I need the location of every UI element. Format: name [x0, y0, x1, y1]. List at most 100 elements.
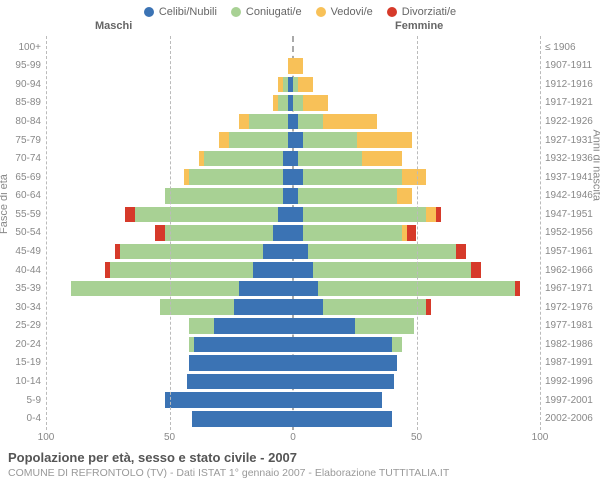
male-header: Maschi: [95, 20, 132, 32]
bar-segment: [456, 244, 466, 260]
birth-year-label: 1957-1961: [540, 246, 593, 257]
bar-segment: [357, 132, 411, 148]
legend-swatch: [387, 7, 397, 17]
age-row: 60-641942-1946: [46, 186, 540, 205]
x-tick: 100: [38, 432, 55, 443]
bar-segment: [239, 281, 293, 297]
age-row: 100+≤ 1906: [46, 38, 540, 57]
age-row: 15-191987-1991: [46, 354, 540, 373]
gridline: [540, 36, 541, 430]
bar-segment: [298, 151, 362, 167]
legend: Celibi/Nubili Coniugati/e Vedovi/e Divorzia…: [0, 0, 600, 20]
bar-segment: [323, 299, 427, 315]
birth-year-label: 1992-1996: [540, 376, 593, 387]
legend-label: Celibi/Nubili: [159, 6, 217, 18]
x-tick: 50: [411, 432, 422, 443]
age-label: 20-24: [15, 339, 46, 350]
bar-segment: [392, 337, 402, 353]
age-row: 10-141992-1996: [46, 372, 540, 391]
age-label: 0-4: [27, 413, 46, 424]
gridline: [417, 36, 418, 430]
age-label: 35-39: [15, 283, 46, 294]
legend-label: Vedovi/e: [331, 6, 373, 18]
bar-segment: [204, 151, 283, 167]
age-label: 30-34: [15, 302, 46, 313]
bar-segment: [283, 151, 293, 167]
bar-segment: [135, 207, 278, 223]
population-pyramid-chart: Celibi/Nubili Coniugati/e Vedovi/e Divorzia…: [0, 0, 600, 500]
legend-label: Coniugati/e: [246, 6, 302, 18]
birth-year-label: 1952-1956: [540, 227, 593, 238]
bar-segment: [234, 299, 293, 315]
bar-segment: [189, 169, 283, 185]
bar-segment: [293, 225, 303, 241]
age-row: 70-741932-1936: [46, 149, 540, 168]
gridline: [170, 36, 171, 430]
age-label: 45-49: [15, 246, 46, 257]
bar-segment: [323, 114, 377, 130]
x-axis: 10050050100: [46, 430, 540, 446]
birth-year-label: 1987-1991: [540, 357, 593, 368]
bar-segment: [165, 392, 293, 408]
age-label: 55-59: [15, 209, 46, 220]
bar-segment: [293, 132, 303, 148]
age-row: 25-291977-1981: [46, 317, 540, 336]
plot-area: 0-42002-20065-91997-200110-141992-199615…: [46, 36, 540, 430]
bar-segment: [471, 262, 481, 278]
y-axis-left-title: Fasce di età: [0, 174, 10, 234]
age-label: 85-89: [15, 97, 46, 108]
age-label: 90-94: [15, 79, 46, 90]
age-row: 95-991907-1911: [46, 56, 540, 75]
age-row: 55-591947-1951: [46, 205, 540, 224]
bar-segment: [293, 169, 303, 185]
gridline: [46, 36, 47, 430]
chart-subtitle: COMUNE DI REFRONTOLO (TV) - Dati ISTAT 1…: [8, 465, 592, 479]
birth-year-label: 1972-1976: [540, 302, 593, 313]
birth-year-label: 1937-1941: [540, 172, 593, 183]
bar-segment: [293, 244, 308, 260]
column-headers: Maschi Femmine: [0, 20, 600, 36]
bar-segment: [298, 77, 313, 93]
age-label: 65-69: [15, 172, 46, 183]
bar-segment: [192, 411, 293, 427]
age-row: 40-441962-1966: [46, 261, 540, 280]
bar-segment: [278, 95, 288, 111]
birth-year-label: 2002-2006: [540, 413, 593, 424]
bar-segment: [436, 207, 441, 223]
bar-segment: [125, 207, 135, 223]
legend-item: Celibi/Nubili: [144, 6, 217, 18]
bar-segment: [293, 318, 355, 334]
bar-segment: [293, 355, 397, 371]
bar-segment: [187, 374, 293, 390]
bar-segment: [303, 225, 402, 241]
bar-segment: [293, 337, 392, 353]
bar-segment: [397, 188, 412, 204]
bar-segment: [298, 188, 397, 204]
bar-segment: [293, 262, 313, 278]
age-row: 45-491957-1961: [46, 242, 540, 261]
legend-item: Coniugati/e: [231, 6, 302, 18]
age-row: 50-541952-1956: [46, 224, 540, 243]
bar-segment: [303, 95, 328, 111]
bar-segment: [263, 244, 293, 260]
age-label: 15-19: [15, 357, 46, 368]
bar-segment: [71, 281, 239, 297]
age-row: 65-691937-1941: [46, 168, 540, 187]
age-label: 95-99: [15, 60, 46, 71]
bar-segment: [293, 95, 303, 111]
birth-year-label: 1927-1931: [540, 135, 593, 146]
bar-segment: [298, 114, 323, 130]
legend-item: Divorziati/e: [387, 6, 456, 18]
age-row: 85-891917-1921: [46, 94, 540, 113]
bar-segment: [426, 207, 436, 223]
age-label: 70-74: [15, 153, 46, 164]
footer: Popolazione per età, sesso e stato civil…: [0, 446, 600, 479]
age-label: 60-64: [15, 190, 46, 201]
female-header: Femmine: [395, 20, 443, 32]
age-row: 35-391967-1971: [46, 279, 540, 298]
birth-year-label: 1912-1916: [540, 79, 593, 90]
bar-segment: [283, 188, 293, 204]
bar-segment: [189, 318, 214, 334]
age-label: 40-44: [15, 265, 46, 276]
age-row: 5-91997-2001: [46, 391, 540, 410]
